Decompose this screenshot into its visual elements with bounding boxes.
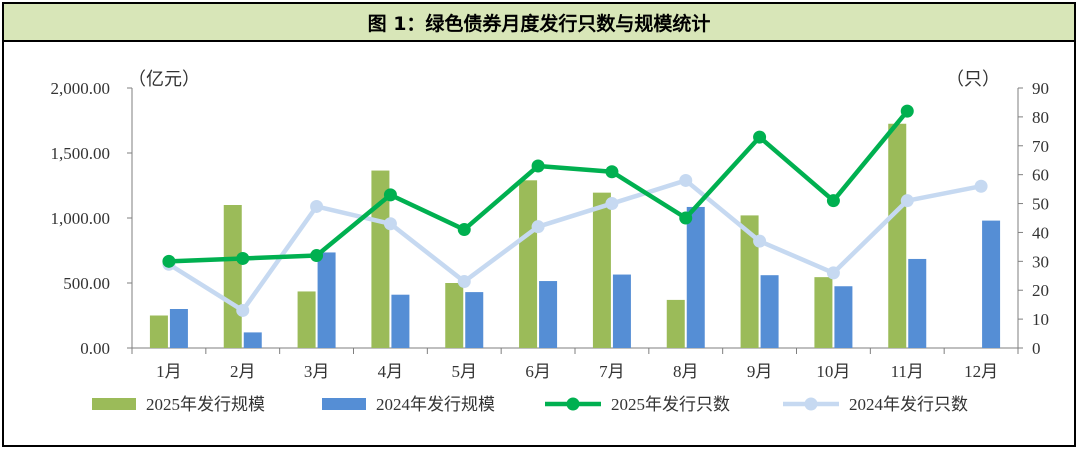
right-tick-label: 10	[1032, 310, 1049, 329]
right-tick-label: 80	[1032, 108, 1049, 127]
bar-2025	[814, 277, 833, 348]
right-tick-label: 40	[1032, 223, 1049, 242]
right-tick-label: 20	[1032, 281, 1049, 300]
point-2025	[162, 254, 176, 268]
left-tick-label: 500.00	[63, 274, 110, 293]
right-tick-label: 60	[1032, 166, 1049, 185]
point-2025	[531, 159, 545, 173]
legend-label: 2025年发行规模	[146, 395, 265, 414]
x-tick-label: 4月	[378, 362, 404, 381]
bar-2024	[465, 292, 484, 348]
legend-swatch-marker	[804, 397, 818, 411]
point-2024	[383, 217, 397, 231]
point-2025	[679, 211, 693, 225]
left-tick-label: 2,000.00	[51, 79, 111, 98]
legend-swatch	[92, 398, 136, 410]
point-2025	[826, 194, 840, 208]
right-tick-label: 50	[1032, 195, 1049, 214]
x-tick-label: 7月	[599, 362, 625, 381]
bar-2024	[539, 281, 558, 348]
right-tick-label: 0	[1032, 339, 1041, 358]
x-tick-label: 12月	[964, 362, 998, 381]
point-2024	[457, 275, 471, 289]
point-2024	[974, 179, 988, 193]
line-2024	[167, 178, 982, 313]
point-2024	[900, 194, 914, 208]
bar-2024	[169, 309, 188, 348]
point-2025	[900, 104, 914, 118]
right-axis-unit: （只）	[946, 69, 1000, 90]
point-2024	[605, 197, 619, 211]
point-2025	[605, 165, 619, 179]
left-tick-label: 1,500.00	[51, 144, 111, 163]
point-2025	[753, 130, 767, 144]
chart-title: 图 1：绿色债券月度发行只数与规模统计	[4, 4, 1074, 42]
bar-2025	[888, 123, 907, 348]
bar-2025	[297, 291, 316, 348]
bar-2024	[908, 258, 927, 348]
x-tick-label: 5月	[452, 362, 478, 381]
point-2025	[236, 251, 250, 265]
x-tick-label: 3月	[304, 362, 330, 381]
point-2025	[457, 223, 471, 237]
x-tick-label: 8月	[673, 362, 699, 381]
point-2024	[679, 173, 693, 187]
bar-2024	[317, 252, 336, 348]
bar-2025	[592, 192, 611, 348]
legend-label: 2024年发行只数	[849, 395, 968, 414]
point-2025	[310, 249, 324, 263]
legend-swatch-marker	[566, 397, 580, 411]
bar-2024	[243, 332, 262, 348]
line-2025	[168, 109, 909, 264]
x-tick-label: 10月	[816, 362, 850, 381]
bar-2025	[519, 180, 538, 348]
bar-2024	[391, 294, 410, 348]
bar-2025	[223, 205, 242, 348]
x-tick-label: 9月	[747, 362, 773, 381]
right-tick-label: 30	[1032, 252, 1049, 271]
x-tick-label: 1月	[156, 362, 182, 381]
left-tick-label: 0.00	[80, 339, 110, 358]
point-2025	[383, 188, 397, 202]
bar-2024	[982, 220, 1001, 348]
point-2024	[826, 266, 840, 280]
left-axis-unit: （亿元）	[128, 69, 200, 90]
point-2024	[753, 234, 767, 248]
legend-label: 2024年发行规模	[376, 395, 495, 414]
right-tick-label: 70	[1032, 137, 1049, 156]
bar-2025	[149, 315, 168, 348]
left-tick-label: 1,000.00	[51, 209, 111, 228]
x-tick-label: 2月	[230, 362, 256, 381]
bar-2025	[445, 283, 464, 348]
x-tick-label: 11月	[891, 362, 924, 381]
bar-2024	[834, 286, 853, 348]
point-2024	[236, 303, 250, 317]
x-tick-label: 6月	[525, 362, 551, 381]
bar-2024	[686, 206, 705, 348]
bar-2025	[740, 215, 759, 348]
legend-swatch	[322, 398, 366, 410]
point-2024	[531, 220, 545, 234]
right-tick-label: 90	[1032, 79, 1049, 98]
bar-2025	[666, 299, 685, 348]
bar-2025	[371, 170, 390, 348]
point-2024	[310, 199, 324, 213]
bar-2024	[612, 274, 631, 348]
legend-label: 2025年发行只数	[611, 395, 730, 414]
bar-2024	[760, 275, 779, 348]
